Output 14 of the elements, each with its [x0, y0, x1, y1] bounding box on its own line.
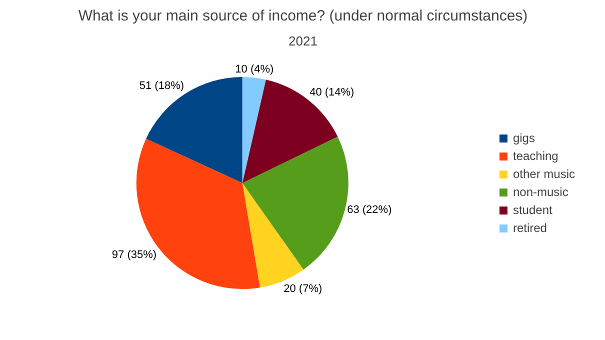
data-label: 40 (14%) — [310, 86, 354, 98]
chart-title: What is your main source of income? (under normal circumstances) — [78, 8, 528, 24]
data-label: 63 (22%) — [347, 204, 392, 216]
data-label: 97 (35%) — [112, 248, 157, 261]
chart-subtitle: 2021 — [288, 34, 318, 48]
legend-label: gigs — [512, 130, 535, 144]
legend-label: teaching — [512, 148, 558, 162]
legend-label: other music — [512, 166, 575, 180]
legend-label: non-music — [512, 184, 568, 198]
data-label: 10 (4%) — [235, 64, 274, 76]
legend-label: student — [512, 202, 552, 216]
data-label: 51 (18%) — [139, 80, 184, 92]
data-label: 20 (7%) — [284, 282, 322, 295]
legend-label: retired — [512, 220, 547, 234]
